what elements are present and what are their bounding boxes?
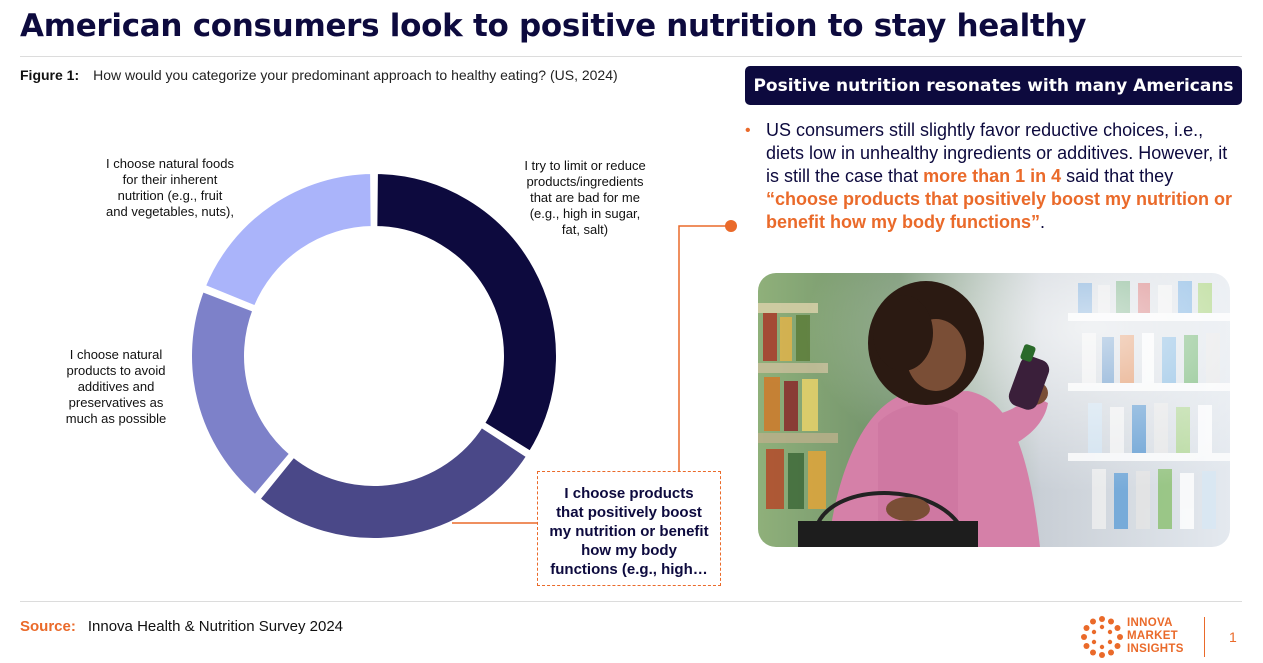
label-natural-products: I choose natural products to avoid additiv…	[65, 347, 167, 426]
logo-wordmark: INNOVA MARKET INSIGHTS	[1127, 617, 1184, 655]
woman-shopping-photo	[758, 273, 1230, 547]
slice-natural-foods	[201, 169, 375, 311]
slice-limit-reduce	[373, 169, 560, 456]
page-number: 1	[1229, 629, 1237, 645]
source-label: Source:	[20, 618, 76, 635]
source-note: Source: Innova Health & Nutrition Survey …	[20, 618, 343, 635]
donut-chart	[188, 169, 560, 542]
innova-logo: INNOVA MARKET INSIGHTS	[1080, 615, 1200, 659]
label-natural-foods: I choose natural foods for their inherent…	[106, 156, 234, 219]
source-text: Innova Health & Nutrition Survey 2024	[87, 618, 344, 635]
figure-question: How would you categorize your predominan…	[93, 67, 618, 83]
callout-positive-nutrition: I choose products that positively boost my…	[537, 471, 721, 586]
insight-text: US consumers still slightly favor reduct…	[766, 120, 1233, 232]
bullet-dot-icon: •	[745, 122, 751, 139]
figure-caption: Figure 1: How would you categorize your p…	[20, 67, 618, 83]
key-insight-banner: Positive nutrition resonates with many A…	[745, 66, 1242, 105]
figure-label: Figure 1:	[20, 67, 80, 83]
title-divider	[20, 56, 1242, 57]
innova-logo-mark-icon	[1081, 616, 1123, 658]
footer-separator	[1204, 617, 1205, 657]
slice-positive-nutrition	[255, 422, 532, 542]
label-limit-reduce: I try to limit or reduce products/ingredi…	[524, 158, 646, 237]
insight-bullet: • US consumers still slightly favor redu…	[745, 119, 1245, 234]
page-title: American consumers look to positive nutr…	[20, 8, 1087, 44]
slice-natural-products	[188, 287, 295, 500]
footer-divider	[20, 601, 1242, 602]
